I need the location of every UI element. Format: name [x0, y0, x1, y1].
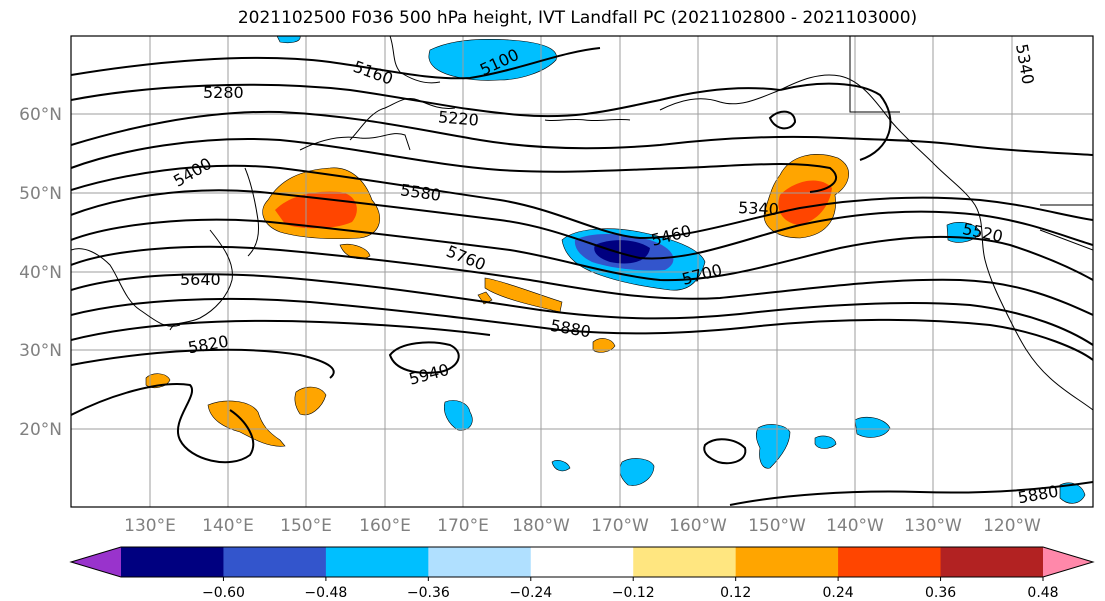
lat-label: 40°N	[19, 263, 62, 283]
colorbar-extend-high	[1043, 547, 1093, 577]
colorbar-tick-label: −0.24	[509, 585, 552, 601]
map-title: 2021102500 F036 500 hPa height, IVT Land…	[237, 8, 918, 28]
contour-label: 5220	[437, 107, 479, 129]
ivt-negative-region	[1059, 482, 1086, 504]
colorbar-tick-label: 0.12	[720, 585, 751, 601]
ivt-positive-region	[294, 386, 327, 416]
lon-label: 140°W	[826, 516, 884, 536]
coastlines	[71, 36, 1093, 411]
lon-label: 150°W	[748, 516, 806, 536]
gridlines	[71, 36, 1093, 507]
lon-label: 130°E	[124, 516, 176, 536]
colorbar-tick-label: 0.24	[823, 585, 854, 601]
colorbar-cell	[223, 547, 327, 577]
lon-label: 170°W	[591, 516, 649, 536]
ivt-positive-region	[592, 338, 616, 353]
ivt-negative-region	[814, 435, 837, 449]
colorbar-cell	[735, 547, 839, 577]
ivt-negative-region	[551, 460, 571, 472]
height-contours	[71, 47, 1093, 506]
colorbar-cell	[121, 547, 224, 577]
longitude-labels: 130°E 140°E 150°E 160°E 170°E 180°W 170°…	[124, 516, 1041, 536]
colorbar-cell	[633, 547, 737, 577]
colorbar-tick-label: 0.36	[925, 585, 956, 601]
lon-label: 180°W	[512, 516, 570, 536]
ivt-negative-region	[854, 416, 891, 438]
colorbar-tick-label: −0.48	[304, 585, 347, 601]
lon-label: 150°E	[280, 516, 332, 536]
ivt-negative-region	[755, 424, 791, 469]
contour-label: 5340	[738, 198, 780, 219]
latitude-labels: 60°N 50°N 40°N 30°N 20°N	[19, 105, 62, 440]
colorbar-extend-low	[71, 547, 121, 577]
colorbar-tick-label: −0.12	[612, 585, 655, 601]
colorbar-tick-label: −0.60	[202, 585, 245, 601]
colorbar-tick-label: 0.48	[1027, 585, 1058, 601]
colorbar-cell	[838, 547, 942, 577]
ivt-negative-region	[428, 39, 557, 81]
lon-label: 170°E	[437, 516, 489, 536]
ivt-negative-region	[443, 400, 473, 431]
colorbar-cell	[530, 547, 634, 577]
colorbar-cell	[325, 547, 429, 577]
lon-label: 140°E	[202, 516, 254, 536]
lat-label: 20°N	[19, 420, 62, 440]
lat-label: 60°N	[19, 105, 62, 125]
colorbar-tick-label: −0.36	[407, 585, 450, 601]
ivt-shading	[145, 36, 1086, 504]
lon-label: 130°W	[904, 516, 962, 536]
lon-label: 120°W	[983, 516, 1041, 536]
lon-label: 160°E	[359, 516, 411, 536]
colorbar: −0.60 −0.48 −0.36 −0.24 −0.12 0.12 0.24 0.36 0.4…	[69, 546, 1095, 601]
lat-label: 50°N	[19, 184, 62, 204]
contour-label: 5640	[180, 270, 221, 289]
colorbar-cell	[428, 547, 532, 577]
contour-label: 5280	[203, 83, 244, 102]
lon-label: 160°W	[669, 516, 727, 536]
lat-label: 30°N	[19, 341, 62, 361]
colorbar-cell	[940, 547, 1044, 577]
ivt-positive-region	[339, 243, 371, 259]
colorbar-outline	[69, 546, 1095, 578]
map-border	[70, 35, 1094, 508]
